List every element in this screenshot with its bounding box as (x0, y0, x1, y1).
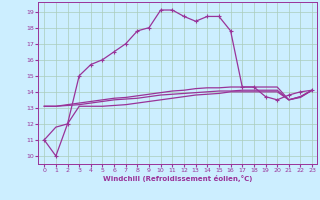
X-axis label: Windchill (Refroidissement éolien,°C): Windchill (Refroidissement éolien,°C) (103, 175, 252, 182)
